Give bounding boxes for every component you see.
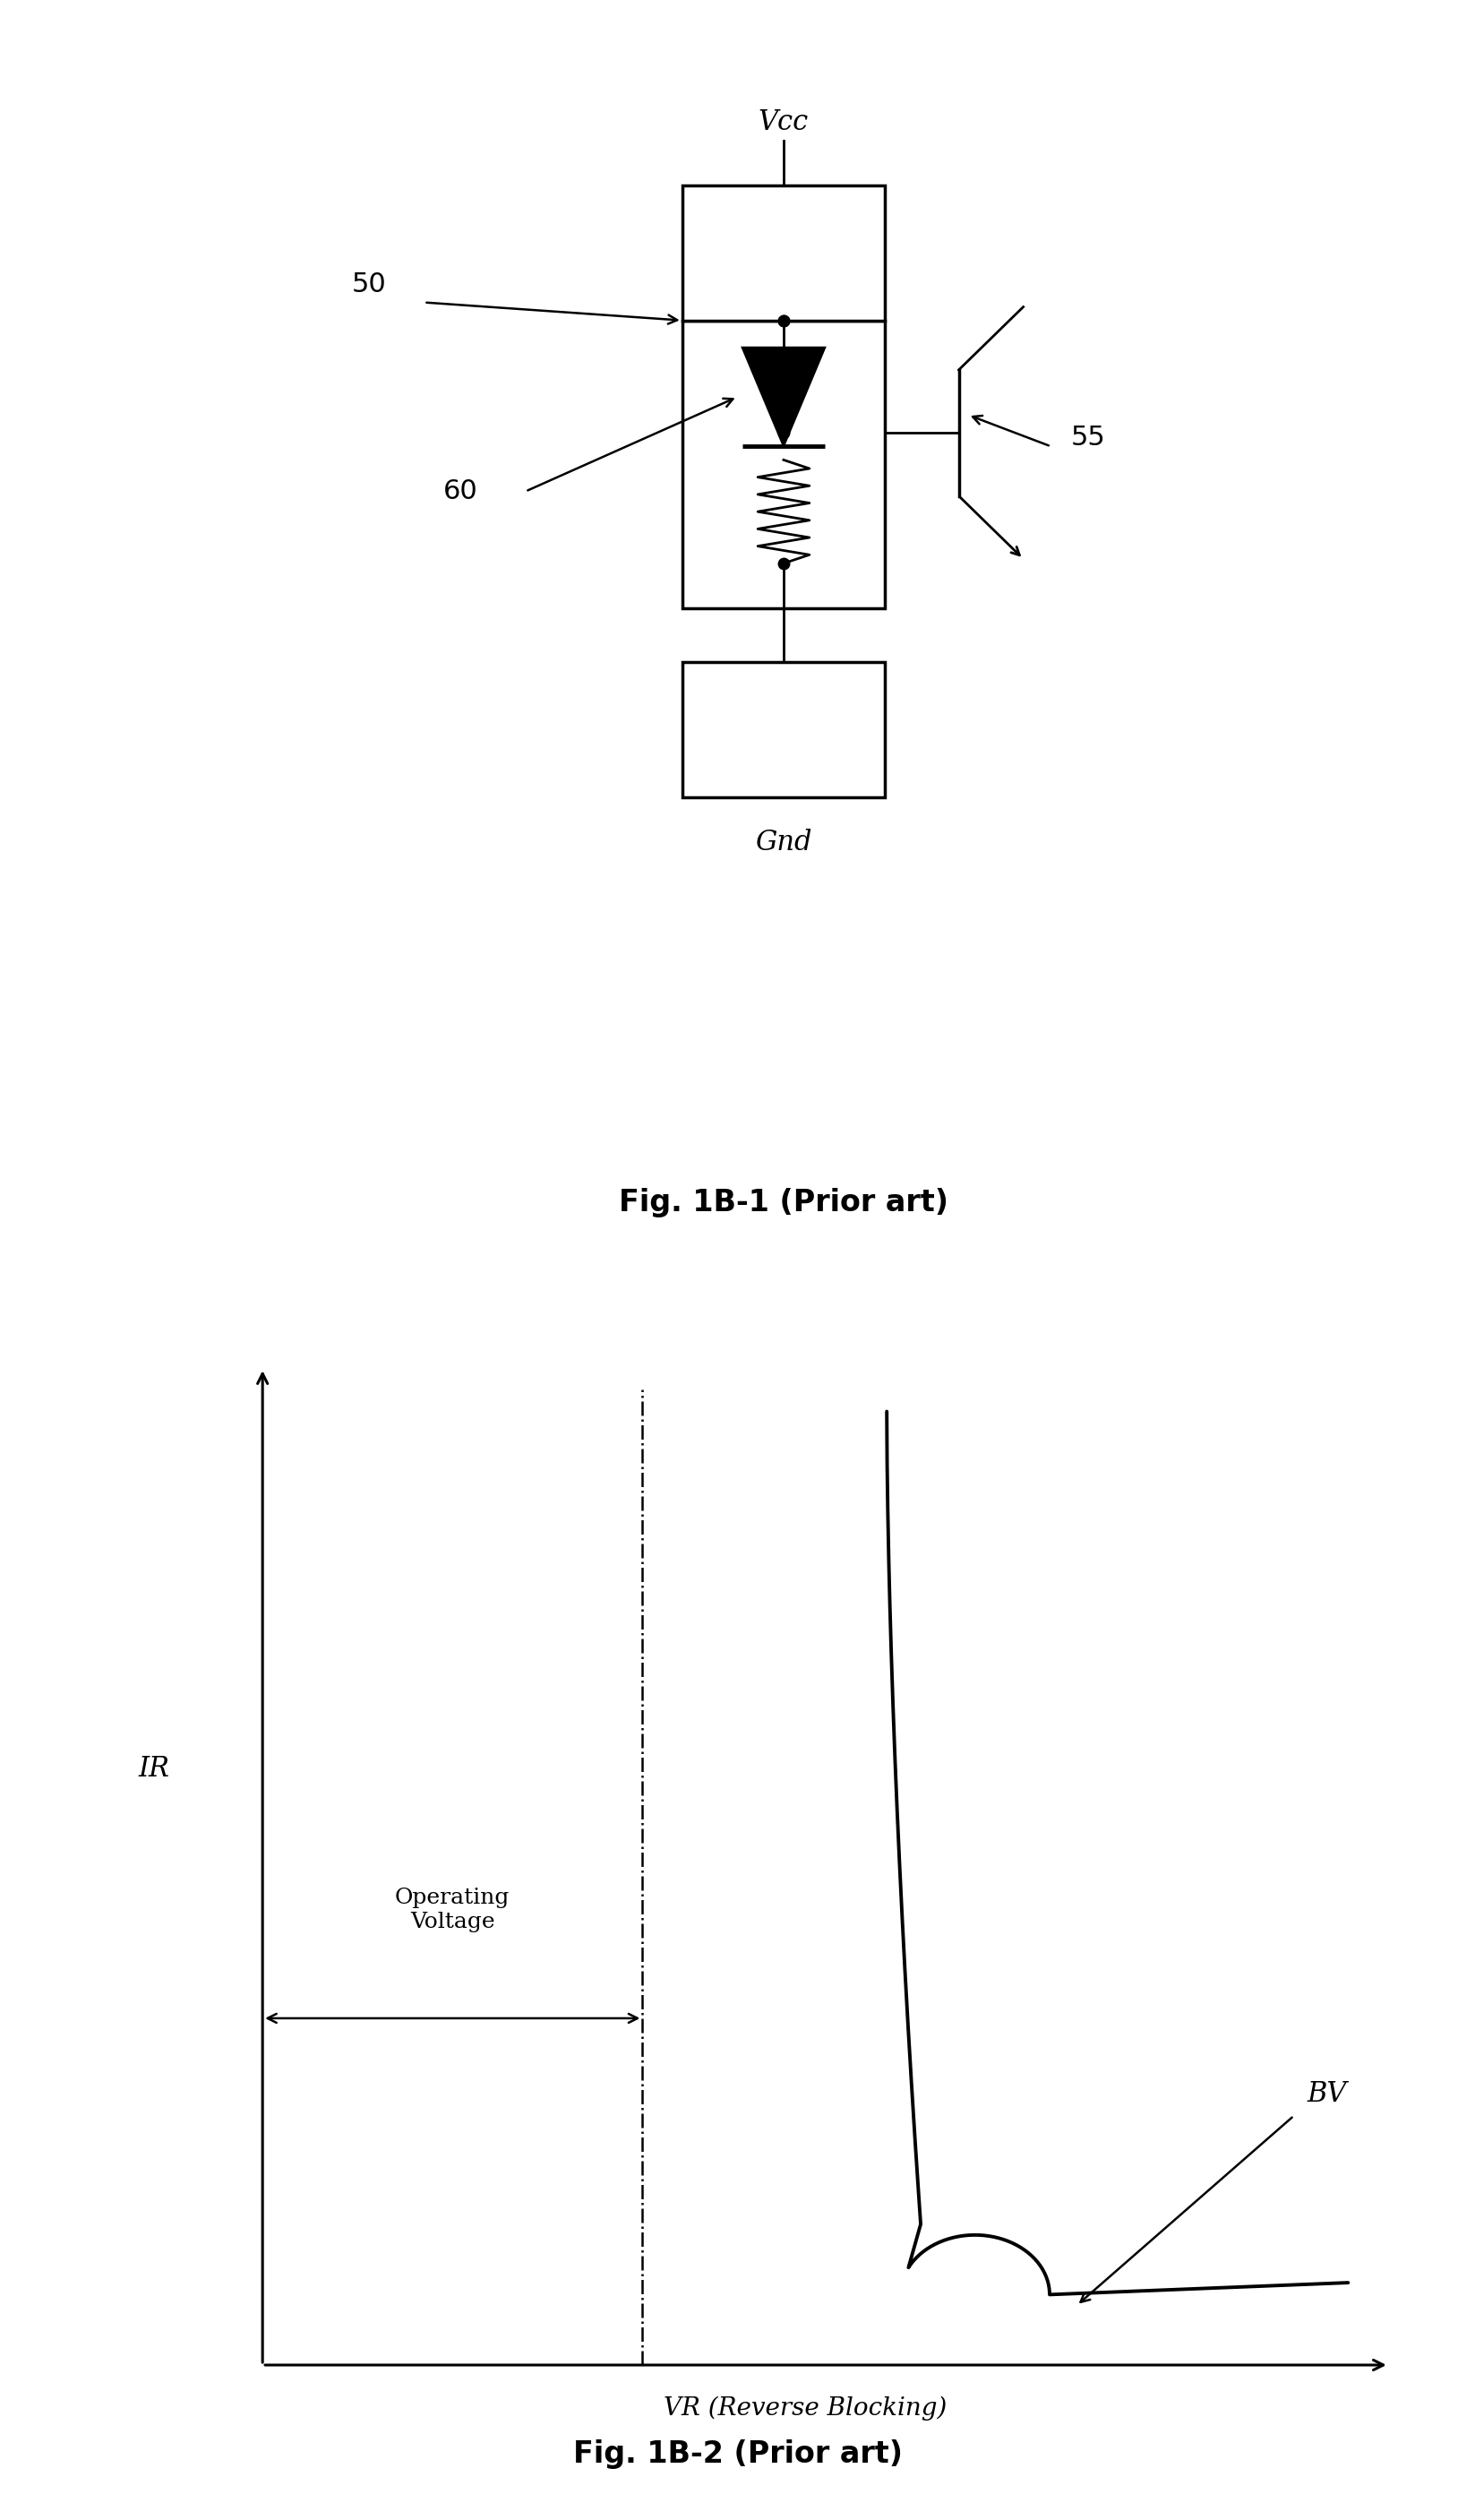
Polygon shape bbox=[742, 348, 825, 446]
Text: Fig. 1B-2 (Prior art): Fig. 1B-2 (Prior art) bbox=[572, 2439, 903, 2470]
Text: VR (Reverse Blocking): VR (Reverse Blocking) bbox=[664, 2397, 947, 2422]
Text: 60: 60 bbox=[444, 479, 478, 504]
Text: Operating
Voltage: Operating Voltage bbox=[395, 1887, 510, 1933]
Bar bbox=[683, 186, 885, 320]
Text: Fig. 1B-1 (Prior art): Fig. 1B-1 (Prior art) bbox=[620, 1187, 948, 1217]
Bar bbox=[683, 663, 885, 796]
Text: BV: BV bbox=[1307, 2079, 1347, 2109]
Text: Vcc: Vcc bbox=[758, 108, 808, 136]
Text: Gnd: Gnd bbox=[755, 829, 813, 857]
Text: 50: 50 bbox=[351, 272, 386, 297]
Text: IR: IR bbox=[139, 1754, 170, 1784]
Bar bbox=[683, 320, 885, 607]
Text: 55: 55 bbox=[1071, 423, 1105, 451]
